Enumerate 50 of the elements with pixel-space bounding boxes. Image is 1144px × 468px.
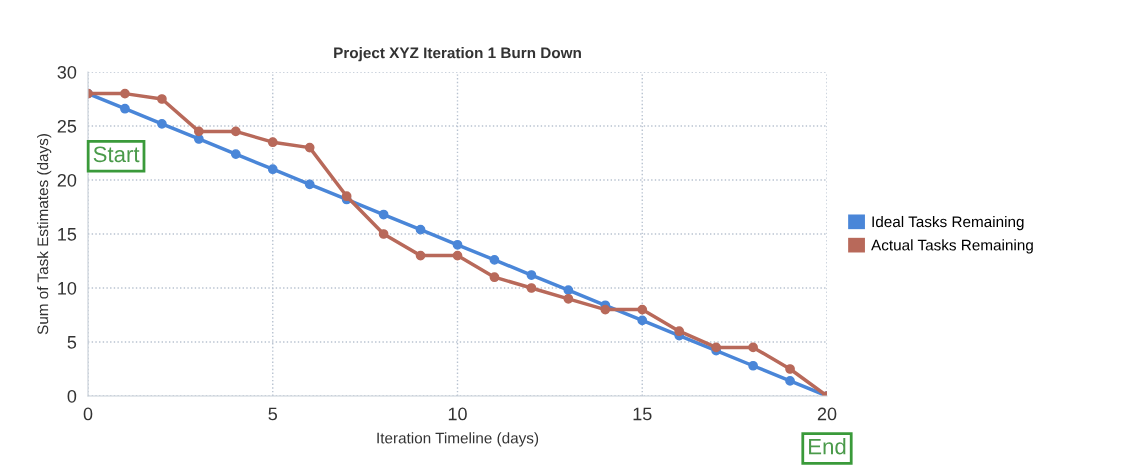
point <box>526 283 537 293</box>
x-tick-label: 15 <box>633 407 652 421</box>
point <box>637 304 648 315</box>
y-tick-label: 30 <box>57 65 77 79</box>
y-tick-label: 10 <box>58 281 77 295</box>
point <box>378 209 389 220</box>
point <box>415 250 426 261</box>
point <box>785 376 795 386</box>
point <box>120 88 130 99</box>
point <box>304 179 315 190</box>
x-axis-title: Iteration Timeline (days) <box>377 432 539 447</box>
point <box>230 126 241 137</box>
point <box>230 149 241 159</box>
point <box>526 270 537 280</box>
point <box>600 304 611 315</box>
point <box>452 250 463 261</box>
legend-label: Ideal Tasks Remaining <box>872 215 1024 231</box>
annotation: Start <box>93 146 140 163</box>
point <box>304 142 315 153</box>
x-tick-label: 20 <box>817 407 837 421</box>
point <box>748 360 758 371</box>
point <box>267 164 278 175</box>
x-tick-label: 5 <box>268 407 278 421</box>
chart-title: Project XYZ Iteration 1 Burn Down <box>334 47 581 62</box>
y-tick-label: 25 <box>57 119 77 133</box>
point <box>785 364 795 374</box>
point <box>637 315 648 326</box>
y-tick-label: 0 <box>67 389 77 403</box>
point <box>563 293 574 304</box>
x-tick-label: 10 <box>448 407 467 421</box>
point <box>157 118 167 129</box>
point <box>452 239 463 250</box>
y-axis-title: Sum of Task Estimates (days) <box>37 134 52 335</box>
y-tick-label: 20 <box>57 173 77 187</box>
point <box>489 272 500 283</box>
point <box>415 224 426 235</box>
point <box>267 137 278 148</box>
point <box>157 94 167 104</box>
point <box>748 342 758 353</box>
point <box>674 326 685 337</box>
legend-label: Actual Tasks Remaining <box>871 239 1033 254</box>
x-tick-label: 0 <box>83 407 93 421</box>
point <box>489 255 500 265</box>
text: End <box>809 438 846 455</box>
point <box>378 229 389 239</box>
point <box>120 103 130 114</box>
point <box>563 285 574 296</box>
y-tick-label: 15 <box>58 228 77 241</box>
y-tick-label: 5 <box>67 336 77 349</box>
point <box>193 126 204 137</box>
